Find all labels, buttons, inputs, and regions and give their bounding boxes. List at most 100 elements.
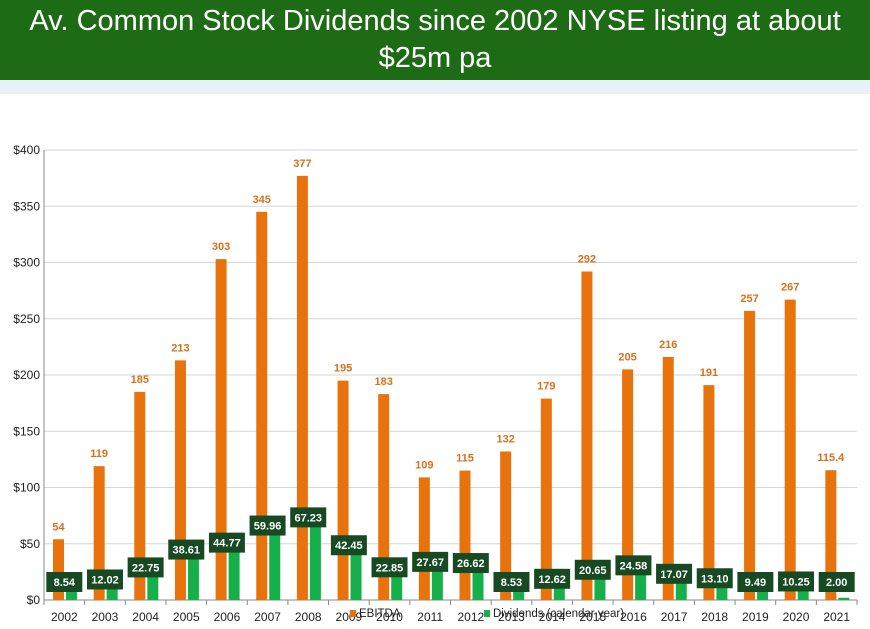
ebitda-value-label: 216 <box>659 339 677 351</box>
ebitda-bar <box>418 477 430 600</box>
dividends-value-label: 24.58 <box>620 560 648 572</box>
ebitda-value-label: 115.4 <box>817 452 845 464</box>
dividends-value-label: 2.00 <box>826 577 847 589</box>
ebitda-value-label: 185 <box>131 374 149 386</box>
dividends-bar <box>269 532 281 600</box>
ebitda-value-label: 132 <box>496 434 514 446</box>
y-tick-label: $200 <box>13 368 40 382</box>
dividends-label-box <box>412 551 449 572</box>
ebitda-bar <box>500 451 512 600</box>
dividends-label-box <box>290 507 327 528</box>
ebitda-bar <box>256 211 268 600</box>
dividends-label-box <box>737 572 774 592</box>
dividends-label-box <box>86 569 123 590</box>
ebitda-value-label: 119 <box>90 448 108 460</box>
dividends-value-label: 59.96 <box>254 521 282 533</box>
dividends-value-label: 67.23 <box>294 512 322 524</box>
dividends-bar <box>553 585 565 600</box>
ebitda-bar <box>825 470 837 600</box>
dividends-value-label: 12.62 <box>538 574 566 586</box>
dividends-label-box <box>452 553 489 574</box>
dividends-label-box <box>249 515 286 536</box>
ebitda-bar <box>459 470 471 600</box>
ebitda-bar <box>337 380 349 600</box>
dividends-value-label: 10.25 <box>782 576 810 588</box>
title-banner: Av. Common Stock Dividends since 2002 NY… <box>0 0 870 80</box>
dividends-value-label: 38.61 <box>173 545 201 557</box>
dividends-bar <box>309 524 321 600</box>
dividends-value-label: 22.85 <box>376 562 404 574</box>
dividends-value-label: 44.77 <box>213 538 241 550</box>
dividends-bar <box>838 597 850 600</box>
ebitda-value-label: 109 <box>415 459 433 471</box>
dividends-value-label: 42.45 <box>335 540 363 552</box>
dividends-value-label: 9.49 <box>745 577 766 589</box>
dividends-value-label: 27.67 <box>416 557 444 569</box>
x-category-label: 2007 <box>254 610 281 624</box>
y-tick-label: $100 <box>13 481 40 495</box>
legend-swatch-dividends <box>484 610 490 617</box>
x-category-label: 2013 <box>498 610 525 624</box>
x-category-label: 2020 <box>783 610 810 624</box>
dividends-bar <box>594 576 606 600</box>
ebitda-value-label: 205 <box>618 351 636 363</box>
ebitda-value-label: 267 <box>781 282 799 294</box>
ebitda-value-label: 179 <box>537 381 555 393</box>
dividends-label-box <box>656 563 693 584</box>
dividends-value-label: 22.75 <box>132 562 160 574</box>
legend-label-dividends: Dividends (calendar year) <box>493 608 624 620</box>
y-tick-label: $50 <box>20 537 40 551</box>
dividends-label-box <box>818 572 855 592</box>
page-title: Av. Common Stock Dividends since 2002 NY… <box>29 5 841 74</box>
dividends-value-label: 13.10 <box>701 573 729 585</box>
ebitda-bar <box>744 310 756 600</box>
ebitda-value-label: 292 <box>578 254 596 266</box>
y-tick-label: $300 <box>13 256 40 270</box>
ebitda-bar <box>378 394 390 600</box>
ebitda-value-label: 377 <box>293 158 311 170</box>
dividends-bar <box>391 574 403 600</box>
ebitda-value-label: 257 <box>740 293 758 305</box>
header-divider-band <box>0 80 870 94</box>
ebitda-bar <box>540 398 552 600</box>
dividends-label-box <box>371 557 408 578</box>
ebitda-value-label: 191 <box>700 367 718 379</box>
ebitda-bar <box>134 391 146 600</box>
x-category-label: 2004 <box>132 610 159 624</box>
dividends-label-box <box>46 572 83 592</box>
legend-label-ebitda: EBITDA <box>359 608 401 620</box>
dividends-bar <box>350 552 362 600</box>
ebitda-value-label: 54 <box>52 521 65 533</box>
ebitda-bar <box>703 385 715 600</box>
dividends-label-box <box>574 559 611 580</box>
x-category-label: 2014 <box>539 610 566 624</box>
dividends-bar <box>635 572 647 600</box>
dividends-bar <box>228 549 240 600</box>
y-tick-label: $250 <box>13 312 40 326</box>
x-category-label: 2016 <box>620 610 647 624</box>
y-tick-label: $150 <box>13 424 40 438</box>
x-category-label: 2011 <box>417 610 443 624</box>
x-category-label: 2021 <box>823 610 850 624</box>
dividends-label-box <box>127 557 164 578</box>
dividends-label-box <box>696 568 733 589</box>
dividends-label-box <box>778 571 815 592</box>
dividends-value-label: 12.02 <box>91 574 119 586</box>
ebitda-value-label: 303 <box>212 241 230 253</box>
dividends-bar <box>716 585 728 600</box>
x-category-label: 2008 <box>295 610 322 624</box>
bar-chart: $0 $50 $100 $150 $200 $250 $300 $350 $400 54 8.54 2… <box>13 143 858 624</box>
dividends-bar <box>187 556 199 600</box>
dividends-value-label: 8.54 <box>54 577 76 589</box>
ebitda-bar <box>53 539 64 600</box>
x-category-label: 2006 <box>214 610 241 624</box>
dividends-bar <box>431 568 443 600</box>
ebitda-value-label: 345 <box>253 194 271 206</box>
y-tick-label: $0 <box>27 593 41 607</box>
ebitda-bar <box>296 175 308 600</box>
dividends-label-box <box>168 539 205 560</box>
y-tick-label: $400 <box>13 143 40 157</box>
dividends-bar <box>66 590 77 600</box>
ebitda-bar <box>174 360 186 600</box>
ebitda-value-label: 213 <box>171 342 189 354</box>
